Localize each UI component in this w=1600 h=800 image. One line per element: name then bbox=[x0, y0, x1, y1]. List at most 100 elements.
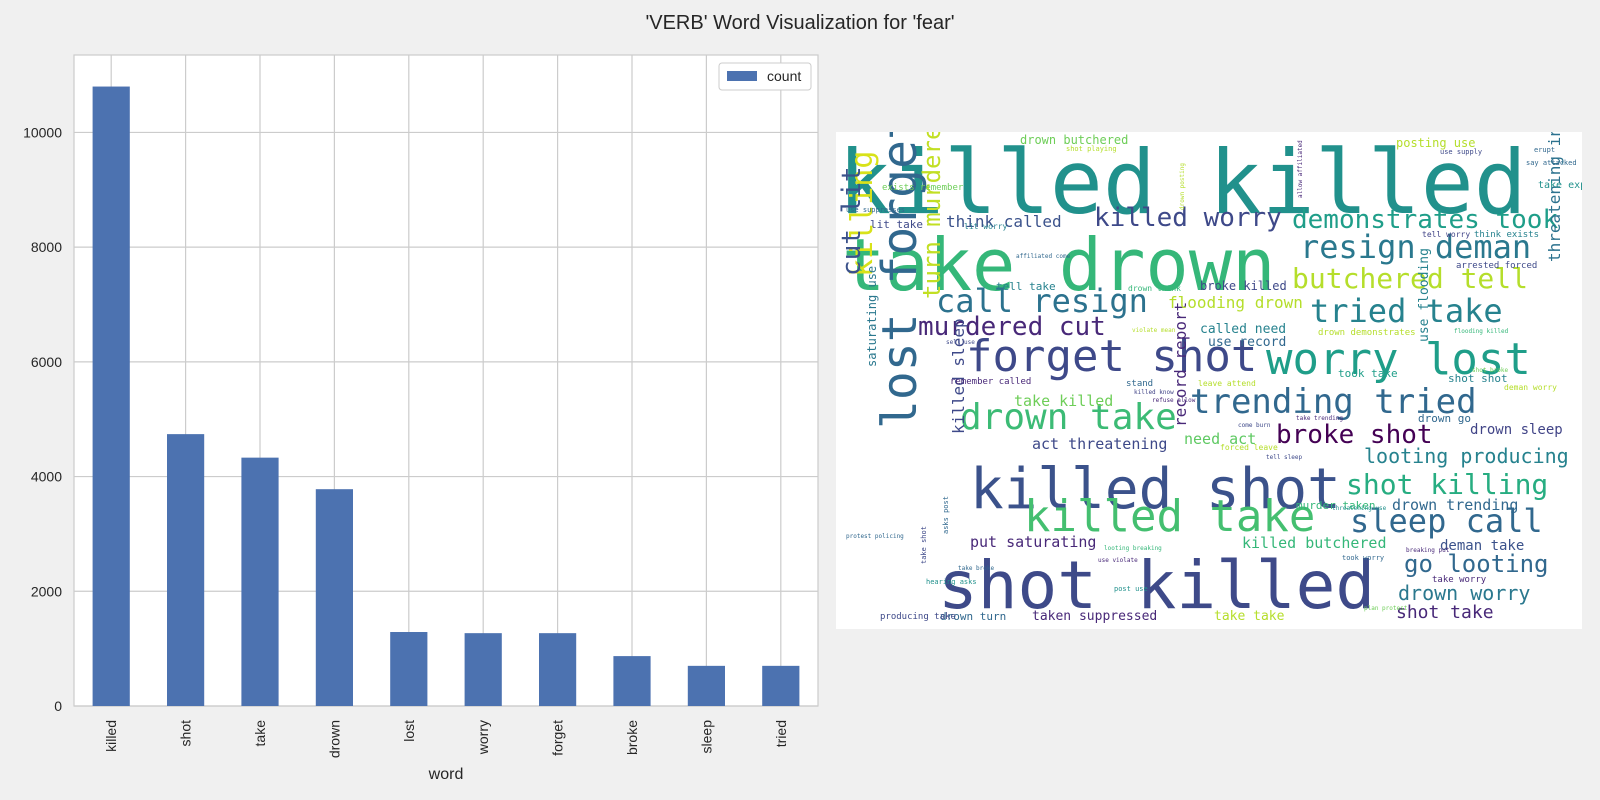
cloud-word: take trending bbox=[1296, 415, 1343, 422]
cloud-word: took worry bbox=[1342, 554, 1384, 562]
x-tick-label: killed bbox=[103, 720, 119, 752]
bar-killed bbox=[92, 86, 130, 706]
bar-drown bbox=[315, 489, 353, 706]
cloud-word: shot shot bbox=[1448, 372, 1508, 385]
cloud-word: breaking put bbox=[1406, 547, 1450, 554]
legend-swatch bbox=[727, 71, 757, 81]
cloud-word: use violate bbox=[1098, 557, 1138, 564]
cloud-word: record report bbox=[1171, 302, 1190, 427]
cloud-word: called need bbox=[1200, 322, 1286, 337]
cloud-word: take shot bbox=[920, 526, 928, 564]
cloud-word: forced leave bbox=[1220, 443, 1278, 452]
cloud-word: remember called bbox=[950, 377, 1031, 387]
cloud-word: shot killing bbox=[1346, 468, 1548, 501]
cloud-word: took take bbox=[1338, 367, 1398, 380]
cloud-word: demonstrates took bbox=[1292, 205, 1558, 235]
cloud-word: drown posting bbox=[1179, 163, 1186, 210]
bars bbox=[92, 86, 800, 706]
legend-box bbox=[718, 62, 812, 91]
cloud-word: take worry bbox=[1432, 575, 1487, 585]
cloud-word: take expose bbox=[1538, 180, 1582, 191]
cloud-word: shot playing bbox=[1066, 145, 1117, 153]
cloud-word: take broke bbox=[958, 565, 995, 572]
cloud-word: affiliated come bbox=[1016, 253, 1071, 260]
cloud-word: come burn bbox=[1238, 422, 1271, 429]
cloud-word: tried take bbox=[1310, 292, 1503, 330]
cloud-word: killed butchered bbox=[1242, 534, 1387, 552]
cloud-word: killed sleep bbox=[949, 318, 968, 434]
cloud-word: killing broke bbox=[845, 132, 880, 277]
cloud-word: threatening use bbox=[1332, 505, 1387, 512]
cloud-word: flooding drown bbox=[1168, 293, 1303, 312]
x-axis-label: word bbox=[428, 766, 464, 783]
y-tick-label: 0 bbox=[54, 698, 62, 714]
cloud-word: looting producing bbox=[1364, 444, 1569, 468]
bar-tried bbox=[762, 665, 800, 706]
cloud-word: killed shot bbox=[970, 457, 1341, 522]
cloud-word: stand bbox=[1126, 379, 1153, 389]
x-tick-label: drown bbox=[326, 720, 342, 758]
cloud-word: violate mean bbox=[1132, 327, 1176, 334]
cloud-word: erupt bbox=[1534, 146, 1555, 154]
cloud-word: arrested forced bbox=[1456, 261, 1537, 271]
bar-worry bbox=[464, 633, 502, 706]
cloud-word: protest policing bbox=[846, 533, 904, 540]
cloud-word: killed know bbox=[1134, 389, 1174, 396]
cloud-word: drown turn bbox=[940, 610, 1006, 623]
cloud-word: take killed bbox=[1014, 392, 1113, 410]
y-tick-label: 10000 bbox=[23, 124, 62, 140]
y-tick-labels: 0 2000 4000 6000 8000 10000 bbox=[23, 124, 62, 714]
cloud-word: flooding killed bbox=[1454, 328, 1509, 335]
cloud-word: drown take bbox=[960, 397, 1177, 438]
x-tick-label: sleep bbox=[698, 720, 714, 754]
cloud-word: shot take bbox=[1396, 602, 1494, 623]
x-tick-label: tried bbox=[773, 720, 789, 747]
x-tick-label: forget bbox=[550, 720, 566, 756]
x-tick-label: lost bbox=[401, 720, 417, 742]
cloud-word: looting breaking bbox=[1104, 545, 1162, 552]
cloud-word: killed killed bbox=[838, 132, 1527, 234]
cloud-word: butchered tell bbox=[1292, 262, 1528, 295]
cloud-word: think called bbox=[946, 212, 1062, 231]
cloud-word: need act bbox=[1184, 430, 1256, 448]
cloud-word: turn murdered bbox=[918, 132, 946, 299]
cloud-word: threatening invade bbox=[1545, 132, 1564, 262]
cloud-word: broke shot bbox=[1276, 420, 1433, 450]
cloud-word: posting use bbox=[1396, 136, 1475, 150]
cloud-word: resign deman bbox=[1300, 228, 1531, 266]
cloud-word: say attacked bbox=[1526, 159, 1577, 167]
cloud-word: cut lit bbox=[837, 166, 867, 276]
cloud-word: use suppresses bbox=[846, 206, 905, 214]
y-tick-label: 6000 bbox=[31, 354, 62, 370]
legend-label: count bbox=[767, 68, 801, 84]
cloud-word: lit worry bbox=[964, 222, 1008, 231]
bar-lost bbox=[390, 632, 428, 706]
bar-sleep bbox=[687, 665, 725, 706]
legend: count bbox=[718, 62, 812, 91]
cloud-word: shot broke bbox=[1472, 367, 1509, 374]
cloud-word: killed worry bbox=[1094, 203, 1282, 233]
cloud-word: deman worry bbox=[1504, 383, 1557, 392]
cloud-word: allow affiliated bbox=[1297, 140, 1304, 198]
x-tick-labels: killed shot take drown lost worry forget broke s… bbox=[103, 720, 789, 758]
cloud-word: use supply bbox=[1440, 148, 1482, 156]
cloud-word: deman take bbox=[1440, 538, 1524, 554]
cloud-word: trending tried bbox=[1190, 382, 1477, 422]
cloud-word: worry lost bbox=[1266, 334, 1531, 385]
cloud-word: murder taken bbox=[1296, 499, 1375, 512]
cloud-word: sell use bbox=[946, 339, 975, 346]
figure-title: 'VERB' Word Visualization for 'fear' bbox=[645, 12, 955, 34]
cloud-word: tell sleep bbox=[1266, 454, 1303, 461]
word-cloud: killed killed take drown shot killed killed… bbox=[836, 132, 1582, 629]
cloud-word: drown trending bbox=[1392, 496, 1518, 514]
cloud-word: murdered cut bbox=[918, 312, 1106, 342]
cloud-word: put saturating bbox=[970, 533, 1096, 551]
cloud-word: act threatening bbox=[1032, 435, 1167, 453]
cloud-word: drown demonstrates bbox=[1318, 328, 1416, 338]
cloud-word: use flooding bbox=[1417, 248, 1432, 342]
cloud-word: lit take bbox=[870, 218, 923, 231]
cloud-word: refuse allow bbox=[1152, 397, 1196, 404]
cloud-word: go looting bbox=[1404, 550, 1549, 578]
cloud-word: saturating use bbox=[865, 266, 879, 367]
